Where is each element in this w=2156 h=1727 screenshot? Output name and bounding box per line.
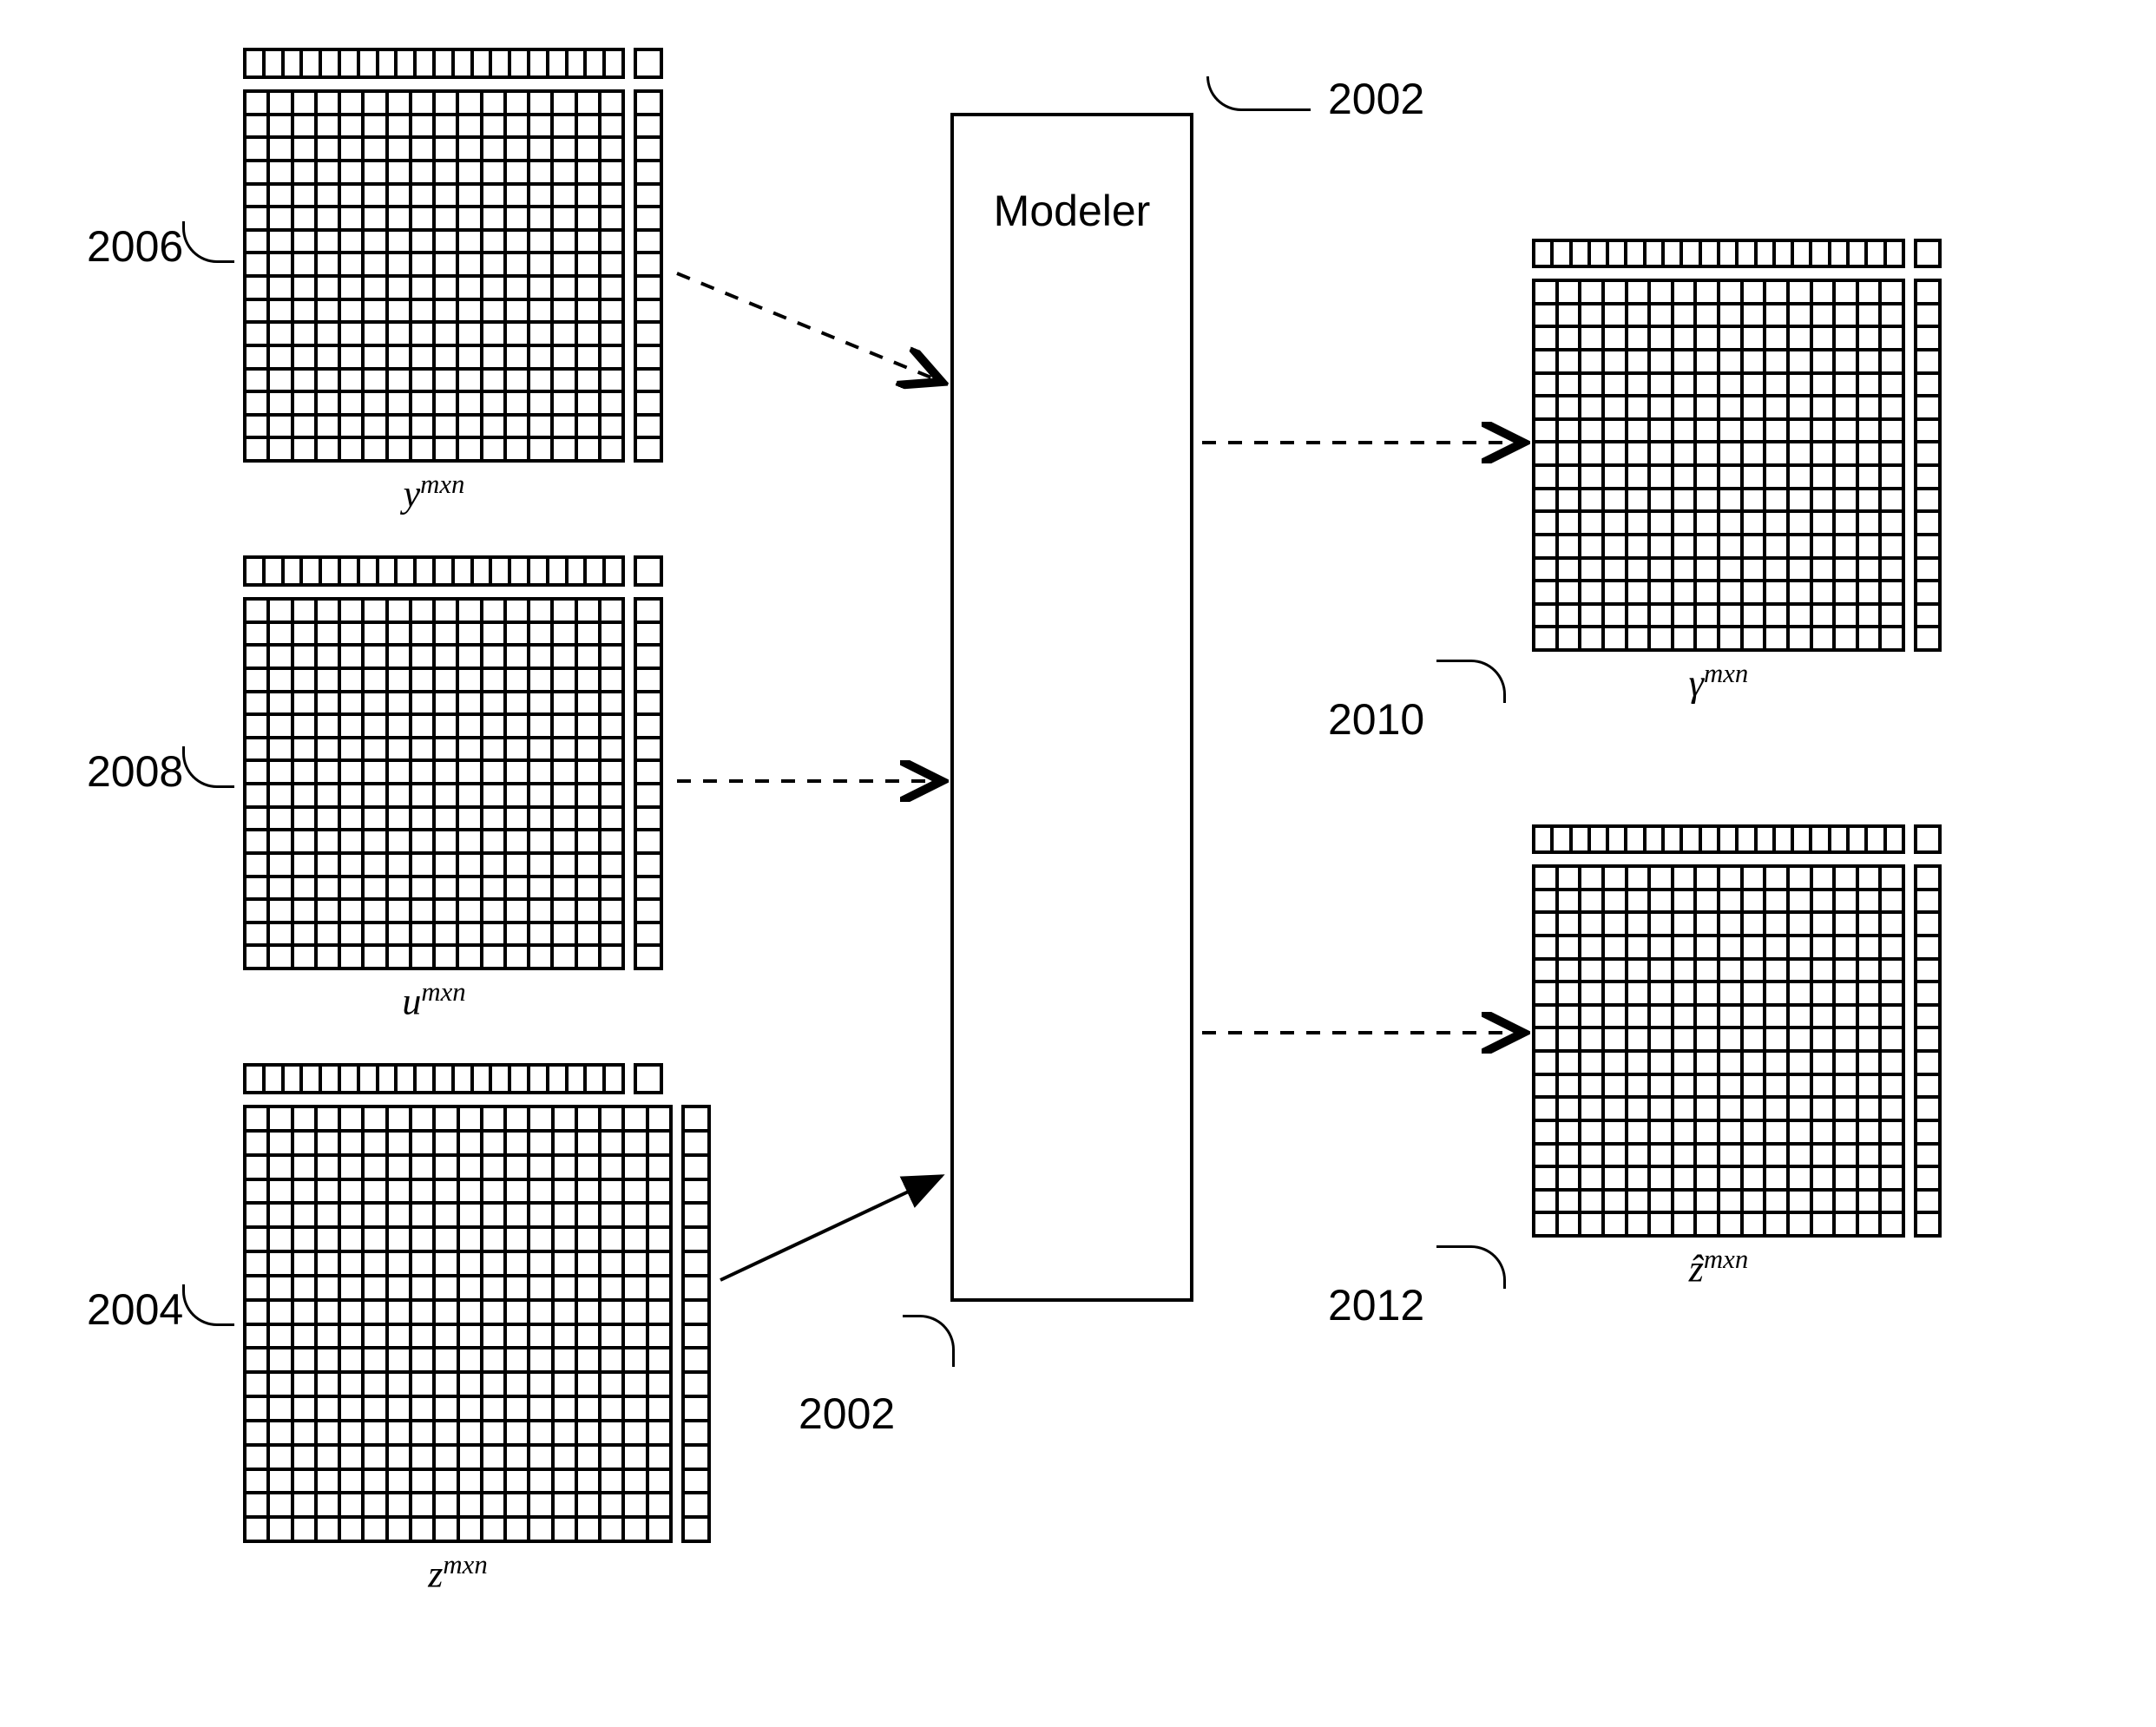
modeler-box: Modeler xyxy=(950,113,1193,1302)
matrix-y: ymxn xyxy=(243,48,663,516)
connector-c2006 xyxy=(182,221,234,263)
matrix-z: zmxn xyxy=(243,1063,711,1597)
matrix-gamma: γmxn xyxy=(1532,239,1942,706)
ref-label-r2012: 2012 xyxy=(1328,1280,1424,1330)
matrix-u: umxn xyxy=(243,555,663,1024)
connector-c2002_bottom xyxy=(903,1315,955,1367)
diagram-container: Modeler ymxn umxn zmxn γmxn ẑmxn 2006 2008 200… xyxy=(0,0,2156,1727)
ref-label-r2002_top: 2002 xyxy=(1328,74,1424,124)
matrix-label-z: zmxn xyxy=(243,1550,673,1597)
matrix-label-u: umxn xyxy=(243,977,625,1024)
modeler-title: Modeler xyxy=(994,186,1151,236)
ref-label-r2010: 2010 xyxy=(1328,694,1424,745)
connector-c2010 xyxy=(1436,660,1506,703)
ref-label-r2004: 2004 xyxy=(87,1284,183,1335)
connector-c2008 xyxy=(182,746,234,788)
connector-c2002_top xyxy=(1206,76,1311,111)
ref-label-r2006: 2006 xyxy=(87,221,183,272)
ref-label-r2002_bottom: 2002 xyxy=(799,1389,895,1439)
connector-c2012 xyxy=(1436,1245,1506,1289)
connector-c2004 xyxy=(182,1284,234,1326)
ref-label-r2008: 2008 xyxy=(87,746,183,797)
matrix-label-gamma: γmxn xyxy=(1532,659,1905,706)
matrix-label-y: ymxn xyxy=(243,470,625,516)
matrix-zhat: ẑmxn xyxy=(1532,824,1942,1291)
matrix-label-zhat: ẑmxn xyxy=(1532,1244,1905,1291)
